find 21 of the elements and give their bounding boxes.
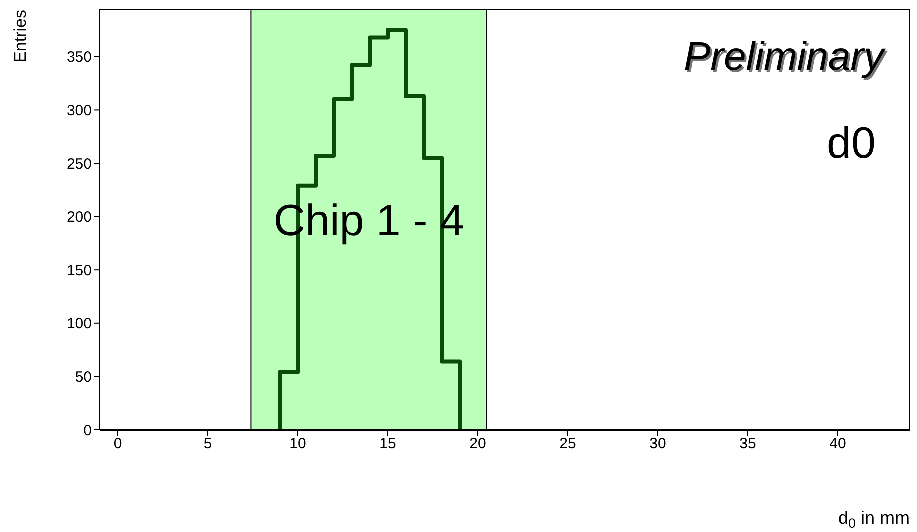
annotation: Preliminary xyxy=(686,37,889,81)
x-tick-label: 10 xyxy=(290,436,306,453)
x-tick-label: 40 xyxy=(830,436,846,453)
y-tick-label: 0 xyxy=(84,422,92,440)
y-tick-label: 350 xyxy=(66,49,92,66)
x-tick-label: 25 xyxy=(560,436,576,453)
annotation: d0 xyxy=(827,119,876,168)
x-axis-title: d$_{0}$ in mm xyxy=(838,508,910,532)
y-tick-label: 100 xyxy=(66,316,92,333)
x-tick-label: 30 xyxy=(650,436,666,453)
x-tick-label: 15 xyxy=(380,436,396,453)
x-tick-label: 5 xyxy=(204,436,212,453)
y-tick-label: 250 xyxy=(66,156,92,173)
y-axis-title: Entries xyxy=(11,10,30,63)
x-tick-label: 35 xyxy=(740,436,756,453)
y-tick-label: 150 xyxy=(66,262,92,280)
x-tick-label: 0 xyxy=(114,436,122,453)
y-tick-label: 200 xyxy=(66,209,92,226)
x-tick-label: 20 xyxy=(470,436,486,453)
y-tick-label: 50 xyxy=(75,369,92,386)
y-tick-label: 300 xyxy=(66,102,92,120)
